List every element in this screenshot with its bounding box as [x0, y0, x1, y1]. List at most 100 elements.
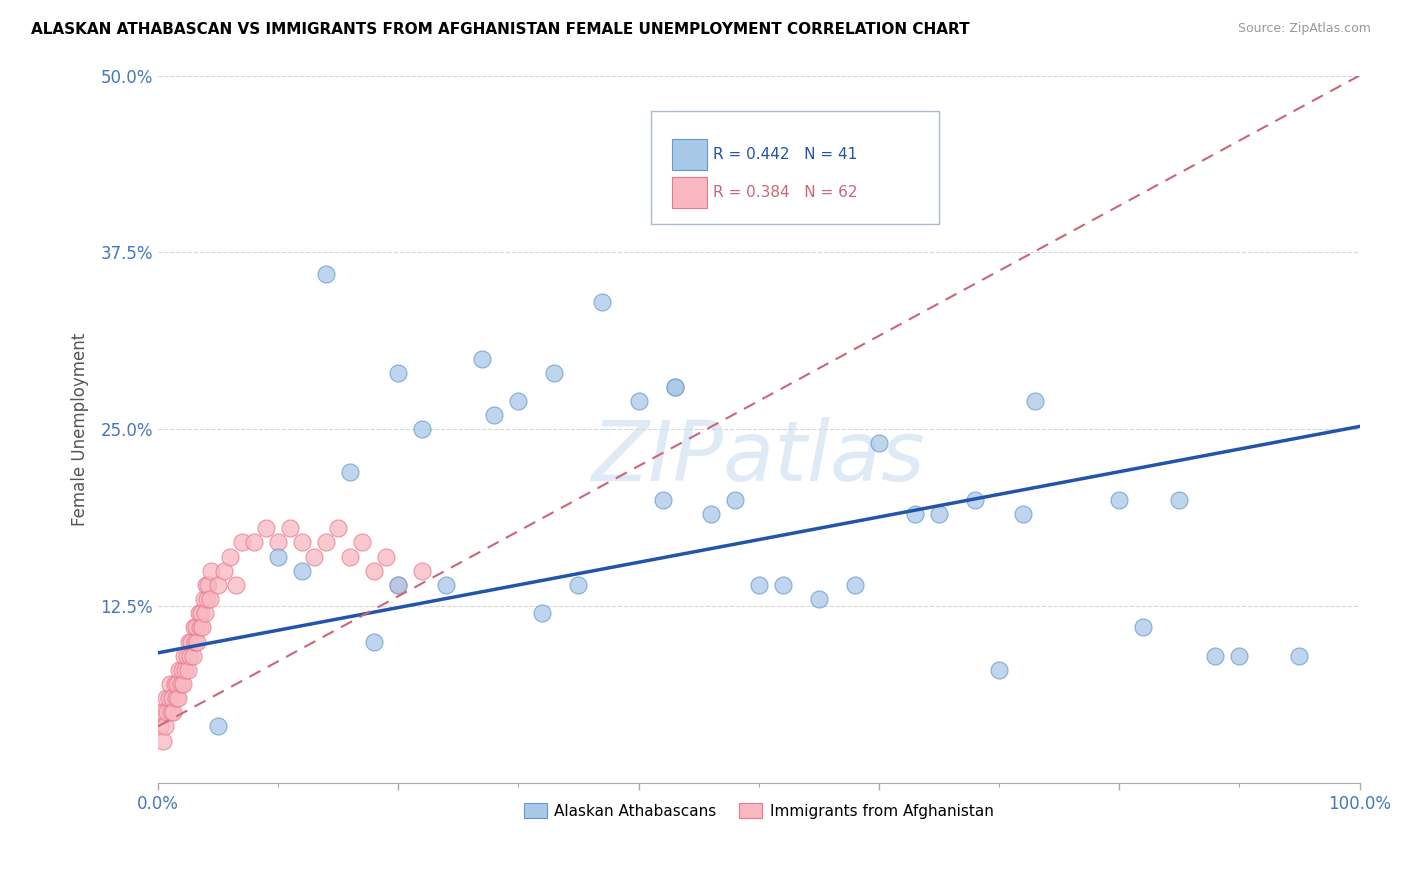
Point	[807, 592, 830, 607]
Point	[231, 535, 253, 549]
Point	[267, 535, 290, 549]
Point	[291, 564, 314, 578]
Point	[387, 578, 409, 592]
Point	[165, 691, 187, 706]
Point	[172, 677, 194, 691]
Point	[772, 578, 794, 592]
Y-axis label: Female Unemployment: Female Unemployment	[72, 333, 89, 526]
Point	[471, 351, 494, 366]
Text: R = 0.442   N = 41: R = 0.442 N = 41	[713, 147, 858, 162]
Point	[174, 663, 197, 677]
Point	[363, 634, 385, 648]
Point	[176, 648, 198, 663]
Point	[153, 706, 176, 720]
Point	[1168, 493, 1191, 508]
Point	[159, 677, 181, 691]
Point	[157, 691, 180, 706]
Point	[188, 620, 211, 634]
Point	[170, 663, 193, 677]
Point	[200, 564, 222, 578]
Point	[190, 606, 212, 620]
Point	[183, 620, 205, 634]
Point	[411, 564, 433, 578]
Point	[194, 578, 217, 592]
Point	[302, 549, 325, 564]
Point	[180, 634, 202, 648]
Point	[591, 294, 613, 309]
Point	[177, 634, 200, 648]
FancyBboxPatch shape	[651, 111, 939, 224]
Point	[153, 719, 176, 733]
Point	[225, 578, 247, 592]
Point	[150, 706, 173, 720]
Point	[868, 436, 890, 450]
Point	[278, 521, 301, 535]
Point	[163, 677, 186, 691]
Point	[207, 578, 229, 592]
Point	[928, 507, 950, 521]
Point	[179, 648, 201, 663]
Point	[664, 380, 686, 394]
Point	[1288, 648, 1310, 663]
Point	[1132, 620, 1154, 634]
Point	[326, 521, 349, 535]
Point	[187, 606, 209, 620]
Point	[1012, 507, 1035, 521]
Point	[531, 606, 554, 620]
Point	[267, 549, 290, 564]
Point	[831, 195, 853, 210]
Point	[315, 267, 337, 281]
Point	[162, 706, 184, 720]
Point	[169, 677, 191, 691]
Point	[664, 380, 686, 394]
Point	[1204, 648, 1226, 663]
Point	[315, 535, 337, 549]
Point	[186, 634, 208, 648]
Point	[375, 549, 398, 564]
FancyBboxPatch shape	[672, 139, 707, 170]
Point	[352, 535, 374, 549]
Text: Source: ZipAtlas.com: Source: ZipAtlas.com	[1237, 22, 1371, 36]
Text: ZIPatlas: ZIPatlas	[592, 417, 925, 498]
Point	[149, 719, 172, 733]
Point	[363, 564, 385, 578]
Point	[724, 493, 747, 508]
Point	[387, 366, 409, 380]
Point	[181, 648, 204, 663]
Point	[186, 620, 208, 634]
Point	[166, 677, 188, 691]
Point	[699, 507, 721, 521]
Point	[339, 549, 361, 564]
Point	[193, 592, 215, 607]
Point	[162, 691, 184, 706]
Point	[1227, 648, 1250, 663]
Point	[254, 521, 277, 535]
Point	[484, 408, 506, 422]
Point	[195, 592, 218, 607]
Point	[160, 706, 183, 720]
Point	[194, 606, 217, 620]
Point	[219, 549, 242, 564]
Text: R = 0.384   N = 62: R = 0.384 N = 62	[713, 185, 858, 200]
Point	[169, 663, 191, 677]
Point	[651, 493, 673, 508]
Point	[434, 578, 457, 592]
Text: ALASKAN ATHABASCAN VS IMMIGRANTS FROM AFGHANISTAN FEMALE UNEMPLOYMENT CORRELATIO: ALASKAN ATHABASCAN VS IMMIGRANTS FROM AF…	[31, 22, 970, 37]
Point	[177, 663, 200, 677]
Point	[173, 648, 195, 663]
Point	[339, 465, 361, 479]
Point	[191, 620, 214, 634]
Point	[411, 422, 433, 436]
Point	[167, 691, 190, 706]
Point	[387, 578, 409, 592]
Legend: Alaskan Athabascans, Immigrants from Afghanistan: Alaskan Athabascans, Immigrants from Afg…	[517, 797, 1000, 825]
Point	[155, 691, 177, 706]
Point	[243, 535, 266, 549]
Point	[844, 578, 866, 592]
Point	[197, 578, 219, 592]
Point	[543, 366, 565, 380]
Point	[291, 535, 314, 549]
Point	[748, 578, 770, 592]
Point	[904, 507, 927, 521]
Point	[156, 706, 179, 720]
